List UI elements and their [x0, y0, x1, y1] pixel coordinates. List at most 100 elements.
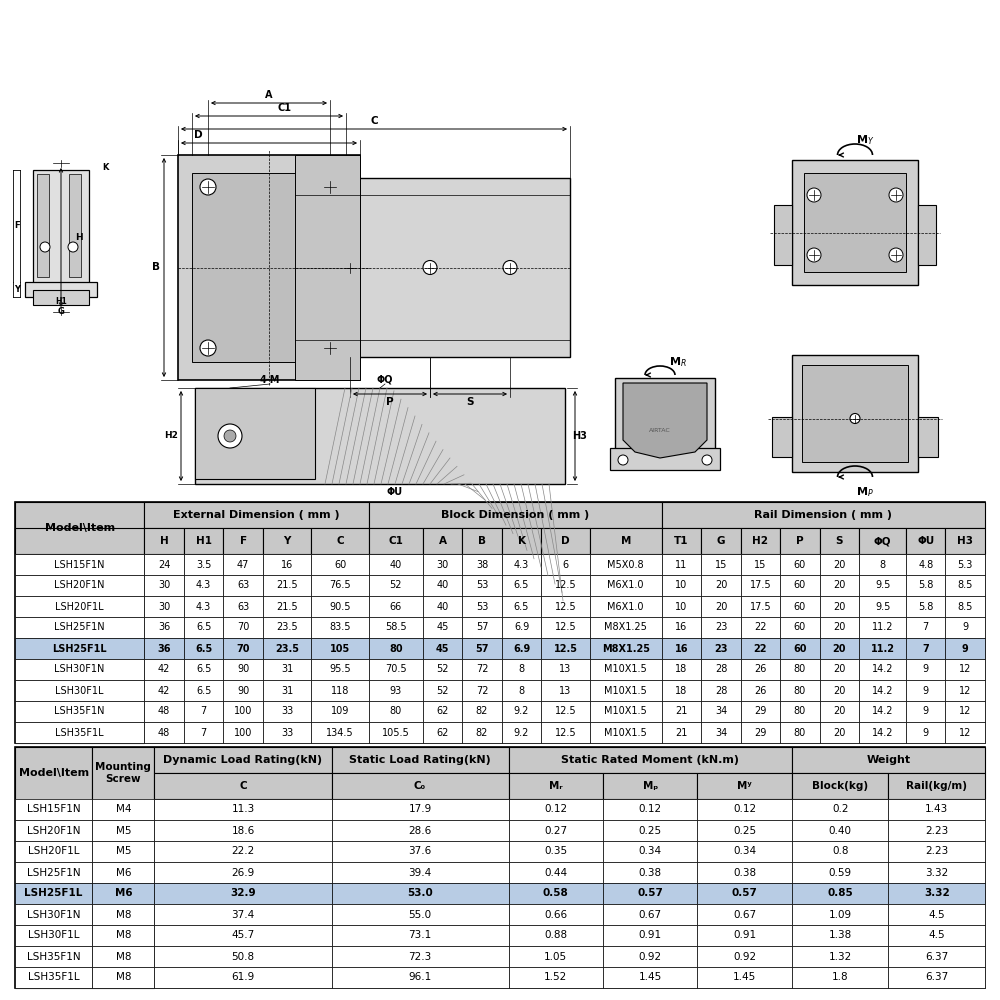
Bar	[820, 575, 859, 596]
Bar	[662, 575, 701, 596]
Text: 11.2: 11.2	[872, 622, 893, 633]
Bar	[509, 967, 603, 988]
Text: 0.67: 0.67	[639, 910, 662, 920]
Bar	[423, 659, 462, 680]
Text: 80: 80	[389, 644, 403, 654]
Bar	[697, 820, 792, 841]
Text: Mₚ: Mₚ	[643, 781, 658, 791]
Text: LSH25F1N: LSH25F1N	[27, 867, 80, 878]
Text: 6.5: 6.5	[196, 664, 211, 674]
Bar	[859, 575, 906, 596]
Bar	[888, 773, 985, 799]
Text: 48: 48	[158, 728, 170, 738]
Bar	[802, 365, 908, 462]
Bar	[662, 638, 701, 659]
Bar	[369, 722, 423, 743]
Text: M6X1.0: M6X1.0	[607, 601, 644, 611]
Text: 38: 38	[476, 560, 488, 570]
Text: M10X1.5: M10X1.5	[604, 706, 647, 716]
Bar	[369, 638, 423, 659]
Text: 95.5: 95.5	[329, 664, 351, 674]
Text: 50.8: 50.8	[231, 952, 255, 962]
Text: 23.5: 23.5	[275, 644, 299, 654]
Text: 24: 24	[158, 560, 170, 570]
Bar	[184, 701, 223, 722]
Bar	[603, 773, 697, 799]
Bar	[945, 554, 985, 575]
Bar	[697, 967, 792, 988]
Text: M8: M8	[116, 972, 131, 982]
Text: 1.38: 1.38	[829, 930, 852, 940]
Bar	[590, 575, 662, 596]
Text: Weight: Weight	[866, 755, 910, 765]
Bar	[184, 659, 223, 680]
Text: Rail Dimension ( mm ): Rail Dimension ( mm )	[754, 510, 892, 520]
Text: 0.92: 0.92	[733, 952, 756, 962]
Text: 0.2: 0.2	[832, 804, 848, 814]
Text: Static Load Rating(kN): Static Load Rating(kN)	[349, 755, 491, 765]
Text: 9: 9	[923, 706, 929, 716]
Text: 61.9: 61.9	[231, 972, 255, 982]
Bar	[223, 680, 263, 701]
Bar	[15, 680, 144, 701]
Text: P: P	[386, 397, 394, 407]
Bar	[92, 820, 154, 841]
Text: 15: 15	[754, 560, 767, 570]
Bar	[15, 638, 144, 659]
Bar	[701, 680, 741, 701]
Bar	[462, 722, 502, 743]
Bar	[772, 417, 792, 457]
Text: 93: 93	[390, 686, 402, 696]
Bar	[223, 722, 263, 743]
Text: 0.34: 0.34	[733, 846, 756, 856]
Text: 1.52: 1.52	[544, 972, 567, 982]
Bar	[263, 528, 311, 554]
Bar	[332, 967, 509, 988]
Text: M$_P$: M$_P$	[856, 485, 874, 499]
Bar	[178, 155, 360, 380]
Bar	[369, 701, 423, 722]
Circle shape	[850, 414, 860, 424]
Text: 8.5: 8.5	[958, 580, 973, 590]
Text: 30: 30	[158, 580, 170, 590]
Bar	[701, 638, 741, 659]
Bar	[423, 575, 462, 596]
Bar	[144, 554, 184, 575]
Bar	[906, 701, 945, 722]
Bar	[184, 575, 223, 596]
Bar	[590, 638, 662, 659]
Bar	[859, 617, 906, 638]
Text: 52: 52	[436, 686, 449, 696]
Text: 36: 36	[157, 644, 171, 654]
Text: 52: 52	[436, 664, 449, 674]
Text: 12.5: 12.5	[555, 728, 576, 738]
Text: 20: 20	[833, 686, 846, 696]
Bar	[263, 596, 311, 617]
Text: 0.57: 0.57	[732, 888, 758, 898]
Bar	[603, 820, 697, 841]
Bar	[0, 0, 1000, 500]
Bar	[859, 722, 906, 743]
Bar	[697, 946, 792, 967]
Text: H3: H3	[573, 431, 587, 441]
Text: 8: 8	[518, 664, 525, 674]
Bar	[888, 925, 985, 946]
Text: 0.12: 0.12	[544, 804, 567, 814]
Bar	[263, 638, 311, 659]
Text: 1.45: 1.45	[733, 972, 756, 982]
Bar	[662, 617, 701, 638]
Bar	[697, 862, 792, 883]
Text: LSH20F1L: LSH20F1L	[55, 601, 104, 611]
Bar	[820, 528, 859, 554]
Bar	[144, 502, 369, 528]
Bar	[502, 596, 541, 617]
Bar	[662, 701, 701, 722]
Text: H: H	[160, 536, 168, 546]
Text: 9.5: 9.5	[875, 601, 890, 611]
Bar	[509, 820, 603, 841]
Bar	[184, 596, 223, 617]
Bar	[15, 575, 144, 596]
Bar	[741, 528, 780, 554]
Bar	[15, 596, 144, 617]
Text: M: M	[621, 536, 631, 546]
